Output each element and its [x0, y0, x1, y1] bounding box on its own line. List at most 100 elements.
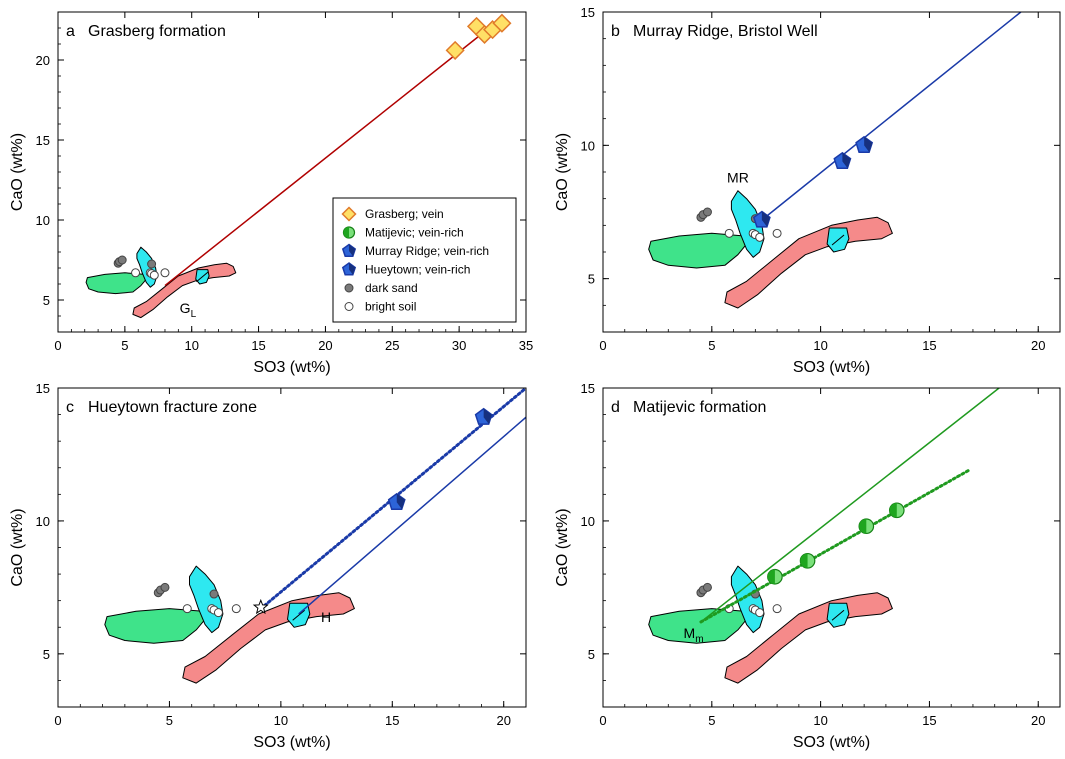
x-tick-label: 20: [496, 713, 510, 728]
fit-line-solid: [761, 12, 1022, 221]
y-axis-label: CaO (wt%): [9, 133, 26, 211]
x-axis-label: SO3 (wt%): [793, 359, 870, 376]
x-tick-label: 15: [922, 338, 936, 353]
murray-field: [189, 565, 224, 634]
legend-label: Matijevic; vein-rich: [365, 226, 464, 240]
bright-soil-point: [755, 232, 765, 242]
dark-sand-point: [160, 582, 170, 592]
x-tick-label: 15: [385, 713, 399, 728]
y-tick-label: 5: [43, 293, 50, 308]
dark-sand-point: [209, 589, 219, 599]
x-tick-label: 5: [708, 338, 715, 353]
panel-letter: c: [66, 399, 74, 416]
y-tick-label: 5: [588, 647, 595, 662]
x-tick-label: 20: [1031, 713, 1045, 728]
x-tick-label: 5: [708, 713, 715, 728]
grasberg-field: [132, 262, 237, 319]
data-point-diamond: [445, 40, 465, 60]
panel-a: 0 5 10 15 20 25 30 35 5 10 15 20 SO3 (wt%) CaO (wt%) a…: [9, 11, 533, 376]
panel-b: 0 5 10 15 20 5 10 15 SO3 (wt%) CaO (wt%) b Murray R…: [554, 5, 1061, 376]
hueytown-field-line: [196, 271, 209, 283]
legend-item-matijevic: Matijevic; vein-rich: [342, 226, 464, 240]
matijevic-field: [85, 272, 147, 295]
matijevic-field: [648, 608, 748, 644]
panel-title: Murray Ridge, Bristol Well: [633, 23, 818, 40]
legend: Grasberg; vein Matijevic; vein-rich Murray…: [332, 197, 517, 323]
plot-area: [104, 388, 526, 684]
y-tick-label: 10: [581, 514, 595, 529]
legend-box: [332, 197, 517, 323]
y-tick-label: 20: [36, 53, 50, 68]
bright-soil-point: [131, 268, 141, 278]
y-tick-label: 10: [36, 514, 50, 529]
y-tick-label: 15: [36, 133, 50, 148]
annotation-label: GL: [180, 300, 197, 320]
legend-marker-murray-shade: [349, 244, 356, 257]
dark-sand-point: [702, 582, 712, 592]
dark-sand-point: [147, 259, 157, 269]
x-tick-label: 10: [813, 338, 827, 353]
x-tick-label: 25: [385, 338, 399, 353]
data-point-pentagon-shade: [483, 408, 492, 425]
data-point-pentagon-shade: [761, 211, 770, 227]
data-point-pentagon-shade: [396, 493, 405, 510]
legend-marker-grasberg: [341, 206, 357, 222]
legend-label: Murray Ridge; vein-rich: [365, 244, 489, 258]
star-marker: [252, 598, 269, 615]
legend-marker-bright: [344, 302, 354, 311]
fit-line-solid: [164, 19, 500, 287]
x-tick-label: 15: [251, 338, 265, 353]
panel-letter: b: [611, 23, 620, 40]
data-point-halfcircle-half: [767, 569, 775, 584]
plot-area: [648, 388, 1000, 684]
bright-soil-point: [231, 604, 241, 614]
grasberg-field: [724, 592, 893, 684]
legend-label: Grasberg; vein: [365, 207, 444, 221]
bright-soil-point: [772, 228, 782, 238]
x-tick-label: 10: [813, 713, 827, 728]
hueytown-field-line: [831, 609, 845, 621]
x-axis-label: SO3 (wt%): [253, 359, 330, 376]
legend-label: Hueytown; vein-rich: [365, 263, 470, 277]
y-tick-label: 5: [588, 272, 595, 287]
panel-title: Grasberg formation: [88, 23, 226, 40]
x-tick-label: 5: [121, 338, 128, 353]
y-axis-label: CaO (wt%): [554, 133, 571, 211]
legend-item-bright: bright soil: [344, 300, 416, 314]
y-tick-label: 15: [36, 381, 50, 396]
matijevic-field: [104, 608, 206, 644]
data-point-pentagon-shade: [864, 136, 873, 153]
annotation-label: H: [321, 609, 331, 625]
dark-sand-point: [117, 255, 127, 265]
x-tick-label: 5: [166, 713, 173, 728]
bright-soil-point: [772, 604, 782, 614]
y-tick-label: 10: [581, 138, 595, 153]
x-tick-label: 20: [1031, 338, 1045, 353]
y-tick-label: 15: [581, 381, 595, 396]
data-point-diamond: [492, 13, 512, 33]
x-tick-label: 20: [318, 338, 332, 353]
bright-soil-point: [724, 228, 734, 238]
panel-title: Matijevic formation: [633, 399, 766, 416]
legend-label: bright soil: [365, 300, 416, 314]
x-axis-label: SO3 (wt%): [253, 734, 330, 751]
plot-area: [648, 12, 1022, 309]
plot-frame: [57, 387, 527, 708]
matijevic-field: [648, 232, 748, 269]
y-tick-label: 15: [581, 5, 595, 20]
panel-title: Hueytown fracture zone: [88, 399, 257, 416]
x-tick-label: 10: [274, 713, 288, 728]
bright-soil-point: [160, 268, 170, 278]
legend-marker-hueytown-shade: [349, 263, 356, 275]
hueytown-field-line: [292, 609, 306, 621]
data-point-halfcircle-half: [800, 553, 808, 569]
plot-frame: [602, 11, 1061, 333]
data-point-pentagon-shade: [842, 152, 851, 169]
y-axis-label: CaO (wt%): [554, 508, 571, 586]
bright-soil-point: [213, 608, 223, 618]
legend-marker-matijevic-half: [343, 226, 349, 239]
data-point-halfcircle-half: [859, 519, 867, 534]
x-tick-label: 10: [184, 338, 198, 353]
panel-d: 0 5 10 15 20 5 10 15 SO3 (wt%) CaO (wt%) d Matijevi…: [554, 381, 1061, 751]
panel-letter: d: [611, 399, 620, 416]
